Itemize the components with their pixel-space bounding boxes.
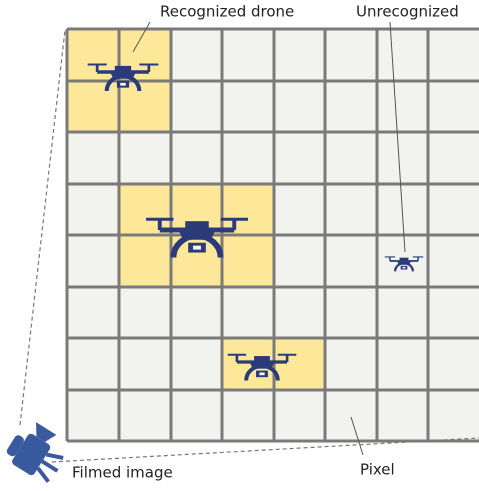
pixel-grid bbox=[65, 27, 479, 443]
label: Unrecognized bbox=[356, 3, 459, 21]
leader-line bbox=[132, 21, 151, 53]
leader-line bbox=[350, 416, 364, 456]
view-line bbox=[51, 437, 479, 463]
leader-line bbox=[389, 21, 406, 253]
label: Filmed image bbox=[72, 464, 173, 482]
view-line bbox=[19, 29, 66, 426]
label: Pixel bbox=[360, 461, 395, 479]
label: Recognized drone bbox=[160, 3, 294, 21]
camera-icon bbox=[6, 422, 64, 483]
